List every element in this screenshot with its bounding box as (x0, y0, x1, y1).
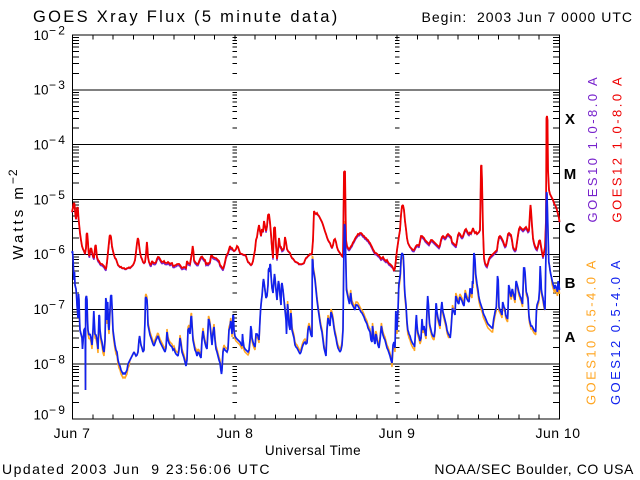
svg-text:−3: −3 (49, 78, 67, 92)
svg-text:X: X (565, 111, 575, 128)
svg-text:M: M (564, 166, 577, 183)
svg-text:GOES Xray Flux (5 minute data): GOES Xray Flux (5 minute data) (33, 8, 340, 26)
svg-text:C: C (565, 220, 576, 237)
svg-text:Universal Time: Universal Time (265, 443, 361, 458)
svg-text:Updated 2003 Jun 9 23:56:06 U: Updated 2003 Jun 9 23:56:06 UTC (2, 461, 271, 477)
svg-text:GOES10 1.0-8.0 A: GOES10 1.0-8.0 A (585, 75, 600, 223)
svg-text:−9: −9 (49, 403, 67, 417)
svg-text:−5: −5 (49, 188, 67, 202)
svg-text:NOAA/SEC Boulder, CO USA: NOAA/SEC Boulder, CO USA (434, 461, 634, 477)
svg-text:A: A (565, 329, 576, 346)
svg-text:10: 10 (34, 302, 49, 317)
svg-text:−2: −2 (49, 23, 67, 37)
svg-text:−7: −7 (49, 298, 67, 312)
svg-text:GOES12 0.5-4.0 A: GOES12 0.5-4.0 A (608, 258, 623, 405)
svg-text:−8: −8 (49, 352, 67, 366)
svg-text:10: 10 (34, 247, 49, 262)
svg-text:Jun 8: Jun 8 (217, 425, 254, 441)
svg-text:Jun 7: Jun 7 (54, 425, 91, 441)
svg-text:Watts m−2: Watts m−2 (6, 168, 27, 259)
svg-text:Jun 9: Jun 9 (379, 425, 416, 441)
svg-text:Begin: 2003 Jun 7 0000 UTC: Begin: 2003 Jun 7 0000 UTC (422, 9, 633, 25)
svg-text:10: 10 (34, 408, 49, 423)
svg-text:B: B (565, 275, 576, 292)
svg-text:10: 10 (34, 138, 49, 153)
svg-text:10: 10 (34, 192, 49, 207)
svg-text:10: 10 (34, 357, 49, 372)
svg-text:10: 10 (34, 28, 49, 43)
svg-text:GOES12 1.0-8.0 A: GOES12 1.0-8.0 A (610, 75, 625, 223)
svg-text:10: 10 (34, 83, 49, 98)
svg-text:−6: −6 (49, 243, 67, 257)
svg-text:−4: −4 (49, 133, 67, 147)
svg-text:Jun 10: Jun 10 (535, 425, 580, 441)
svg-text:GOES10 0.5-4.0 A: GOES10 0.5-4.0 A (584, 258, 599, 405)
